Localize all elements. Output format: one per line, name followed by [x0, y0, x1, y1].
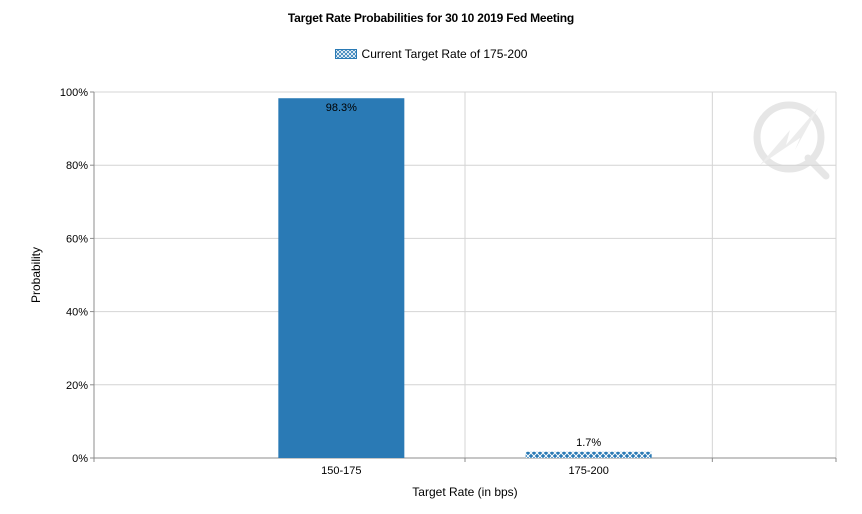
y-tick-label: 100%	[60, 87, 88, 99]
bar-150-175	[278, 98, 405, 459]
legend: Current Target Rate of 175-200	[0, 47, 862, 61]
x-tick-label-175-200: 175-200	[568, 465, 608, 477]
x-axis-label: Target Rate (in bps)	[412, 485, 518, 499]
y-tick-label: 60%	[66, 233, 88, 245]
y-tick-label: 0%	[72, 453, 88, 465]
y-tick-label: 80%	[66, 160, 88, 172]
bar-175-200	[525, 451, 652, 458]
x-tick-label-150-175: 150-175	[321, 465, 361, 477]
watermark-logo-icon	[753, 101, 830, 180]
legend-label: Current Target Rate of 175-200	[361, 47, 528, 61]
chart-title: Target Rate Probabilities for 30 10 2019…	[287, 11, 575, 25]
legend-swatch-crosshatch	[334, 49, 357, 59]
y-tick-label: 20%	[66, 380, 88, 392]
data-label-175-200: 1.7%	[576, 437, 601, 449]
y-tick-label: 40%	[66, 307, 88, 319]
data-label-150-175: 98.3%	[326, 102, 357, 114]
